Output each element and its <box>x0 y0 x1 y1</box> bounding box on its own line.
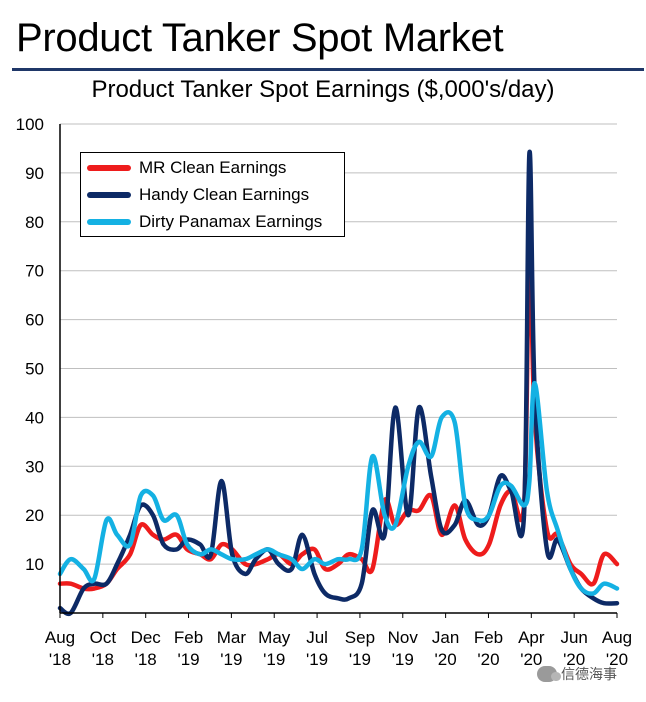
wechat-icon <box>537 666 561 682</box>
x-tick-label-month: Jul <box>306 628 328 647</box>
y-tick-label-10: 10 <box>25 555 44 574</box>
x-tick-label-month: Jun <box>560 628 587 647</box>
y-tick-label-90: 90 <box>25 164 44 183</box>
x-tick-label-month: Feb <box>174 628 203 647</box>
y-tick-label-100: 100 <box>16 115 44 134</box>
legend-swatch-dirty <box>87 219 131 225</box>
x-tick-label-year: '18 <box>49 650 71 669</box>
legend-swatch-mr <box>87 165 131 171</box>
tick-labels: 10 20 30 40 50 60 70 80 90 100 Aug '18 Oct '18 Dec '18 F… <box>16 115 633 669</box>
x-tick-label-year: '19 <box>263 650 285 669</box>
x-tick-label-year: '19 <box>349 650 371 669</box>
x-tick-label-month: Mar <box>217 628 247 647</box>
legend-item-handy: Handy Clean Earnings <box>87 184 309 206</box>
axes <box>59 124 618 618</box>
y-tick-label-80: 80 <box>25 213 44 232</box>
legend-label-mr: MR Clean Earnings <box>139 158 287 177</box>
x-tick-label-month: Nov <box>388 628 419 647</box>
x-tick-label-year: '18 <box>135 650 157 669</box>
x-tick-label-year: '20 <box>477 650 499 669</box>
x-tick-label-year: '19 <box>392 650 414 669</box>
title-rule <box>12 68 644 71</box>
x-tick-label-year: '19 <box>306 650 328 669</box>
x-tick-label-year: '20 <box>520 650 542 669</box>
y-tick-label-50: 50 <box>25 360 44 379</box>
x-tick-label-year: '19 <box>177 650 199 669</box>
x-tick-label-month: Aug <box>45 628 75 647</box>
x-tick-label-month: Jan <box>432 628 459 647</box>
x-tick-label-year: '18 <box>92 650 114 669</box>
legend-label-handy: Handy Clean Earnings <box>139 185 310 204</box>
legend-swatch-handy <box>87 192 131 198</box>
x-tick-label-month: Feb <box>474 628 503 647</box>
x-tick-label-month: Sep <box>345 628 375 647</box>
y-tick-label-40: 40 <box>25 408 44 427</box>
legend-label-dirty: Dirty Panamax Earnings <box>139 212 323 231</box>
x-tick-label-month: Oct <box>90 628 117 647</box>
series-line-dirty-panamax <box>57 380 620 596</box>
x-tick-label-month: Apr <box>518 628 545 647</box>
x-tick-label-month: Aug <box>602 628 632 647</box>
x-tick-label-month: Dec <box>131 628 162 647</box>
y-tick-label-60: 60 <box>25 311 44 330</box>
chart-title: Product Tanker Spot Earnings ($,000's/da… <box>91 76 555 103</box>
watermark: 信德海事 <box>537 664 617 684</box>
legend-item-mr: MR Clean Earnings <box>87 157 286 179</box>
y-tick-label-20: 20 <box>25 506 44 525</box>
legend-item-dirty: Dirty Panamax Earnings <box>87 211 322 233</box>
y-tick-label-70: 70 <box>25 262 44 281</box>
x-tick-label-year: '20 <box>435 650 457 669</box>
chart-legend: MR Clean Earnings Handy Clean Earnings D… <box>80 152 345 237</box>
series-line-handy-clean <box>57 149 620 617</box>
watermark-text: 信德海事 <box>561 666 617 682</box>
x-tick-label-year: '20 <box>563 650 585 669</box>
y-tick-label-30: 30 <box>25 457 44 476</box>
page-title: Product Tanker Spot Market <box>16 16 504 60</box>
x-tick-label-month: May <box>258 628 291 647</box>
x-tick-label-year: '19 <box>220 650 242 669</box>
series-lines <box>57 149 620 617</box>
x-tick-label-year: '20 <box>606 650 628 669</box>
